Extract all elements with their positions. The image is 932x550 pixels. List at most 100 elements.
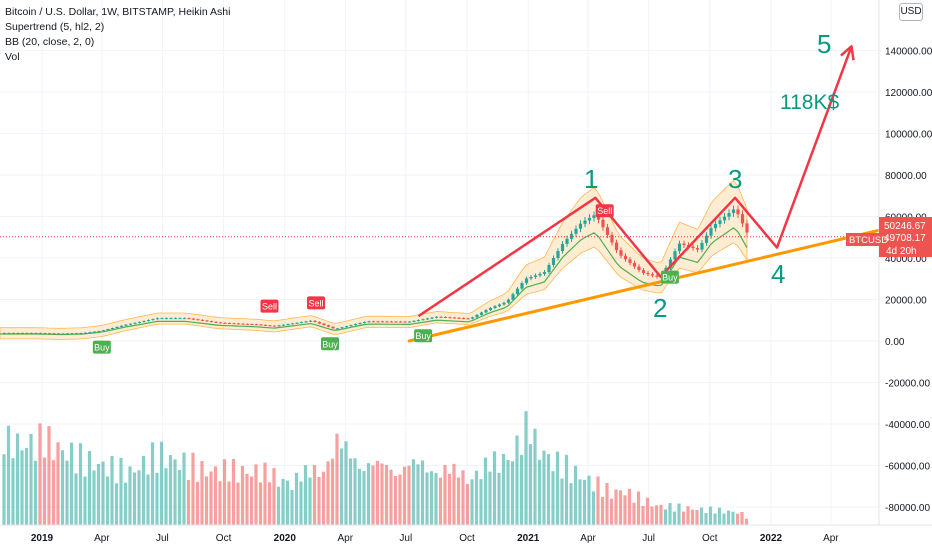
candle-body <box>110 327 115 330</box>
volume-bar <box>564 454 569 525</box>
volume-bar <box>276 486 281 525</box>
candle-body <box>259 324 263 326</box>
candle-body <box>484 310 488 313</box>
bb-band-fill <box>0 179 748 340</box>
volume-bar <box>60 450 65 525</box>
elliott-wave-drawing[interactable] <box>417 45 855 318</box>
candle-body <box>529 276 533 279</box>
candle-body <box>34 332 38 334</box>
candle-body <box>718 220 722 224</box>
candle-body <box>340 327 344 329</box>
candle-body <box>241 323 245 325</box>
candle-body <box>218 322 223 324</box>
candle-body <box>205 320 209 322</box>
candle-body <box>272 325 277 327</box>
wave-path <box>417 45 853 318</box>
candle-body <box>295 322 299 324</box>
wave-label-2: 2 <box>653 293 667 323</box>
indicator-supertrend[interactable]: Supertrend (5, hl2, 2) <box>5 21 105 33</box>
candle-body <box>439 316 443 318</box>
candle-body <box>376 321 380 323</box>
volume-bar <box>366 463 371 525</box>
volume-bar <box>636 491 641 525</box>
volume-bar <box>258 482 263 525</box>
volume-bar <box>218 481 222 525</box>
candle-body <box>731 209 736 214</box>
price-axis[interactable]: 140000.00120000.00100000.0080000.0060000… <box>878 0 932 525</box>
target-label: 118K$ <box>780 91 839 114</box>
candle-body <box>398 321 403 323</box>
volume-bar <box>623 495 627 525</box>
candle-body <box>434 316 439 318</box>
x-tick-label: 2019 <box>31 533 54 544</box>
x-tick-label: Jul <box>156 533 169 544</box>
volume-bar <box>227 481 231 525</box>
volume-bar <box>213 466 218 525</box>
candle-body <box>520 283 524 289</box>
symbol-title[interactable]: Bitcoin / U.S. Dollar, 1W, BITSTAMP, Hei… <box>5 6 231 18</box>
buy-signal-badge <box>321 337 340 351</box>
volume-bar <box>6 425 11 525</box>
candle-body <box>286 324 290 326</box>
volume-bar <box>425 472 429 525</box>
candle-body <box>587 217 592 221</box>
volume-bar <box>663 509 668 525</box>
volume-bar <box>146 474 150 525</box>
candle-body <box>704 235 709 243</box>
candle-body <box>380 321 385 323</box>
volume-bar <box>38 423 42 525</box>
x-tick-label: Apr <box>338 533 354 544</box>
y-tick-label: -40000.00 <box>885 420 930 431</box>
volume-bar <box>582 479 587 525</box>
volume-bar <box>650 506 654 525</box>
candle-body <box>542 272 547 274</box>
volume-bar <box>497 472 501 525</box>
volume-bar <box>330 458 335 525</box>
indicator-volume[interactable]: Vol <box>5 51 20 63</box>
volume-bar <box>393 475 398 525</box>
time-axis[interactable]: 2019 Apr Jul Oct 2020 Apr Jul Oct 2021 Apr Jul Oct 2… <box>0 524 932 544</box>
candle-body <box>290 323 295 325</box>
volume-bar <box>740 511 744 525</box>
y-tick-label: -60000.00 <box>885 462 930 473</box>
candle-body <box>106 329 110 331</box>
indicator-bollinger[interactable]: BB (20, close, 2, 0) <box>5 36 95 48</box>
volume-bar <box>506 459 510 525</box>
volume-bar <box>78 443 83 525</box>
volume-bar <box>33 460 38 525</box>
volume-bar <box>285 480 290 525</box>
volume-bar <box>461 470 465 525</box>
bollinger-bands <box>0 179 748 340</box>
volume-bar <box>587 475 591 525</box>
currency-button[interactable]: USD <box>899 3 923 21</box>
candle-body <box>560 243 565 251</box>
y-tick-label: 0.00 <box>885 337 905 348</box>
candle-body <box>358 322 362 325</box>
candle-body <box>101 330 106 332</box>
candle-body <box>493 306 497 308</box>
candle-body <box>407 321 412 323</box>
bar-countdown: 4d 20h <box>886 246 917 257</box>
volume-bar <box>713 513 717 525</box>
volume-bar <box>74 473 78 525</box>
orange-trendline[interactable] <box>407 225 895 343</box>
candle-body <box>646 272 650 275</box>
volume-bar <box>240 465 245 525</box>
candle-body <box>191 318 196 320</box>
volume-bar <box>555 451 560 525</box>
volume-bar <box>344 441 348 525</box>
volume-bar <box>389 469 393 525</box>
candle-body <box>389 321 394 323</box>
volume-bar <box>20 450 24 525</box>
candle-body <box>29 332 34 334</box>
candle-body <box>569 233 574 239</box>
x-tick-label: Apr <box>823 533 839 544</box>
volume-bar <box>501 453 506 525</box>
candle-body <box>16 332 20 334</box>
volume-bar <box>510 461 515 525</box>
candle-body <box>695 248 700 250</box>
buy-signal-label: Buy <box>662 273 678 283</box>
last-price-tag <box>879 217 932 245</box>
supertrend-line <box>0 227 748 336</box>
